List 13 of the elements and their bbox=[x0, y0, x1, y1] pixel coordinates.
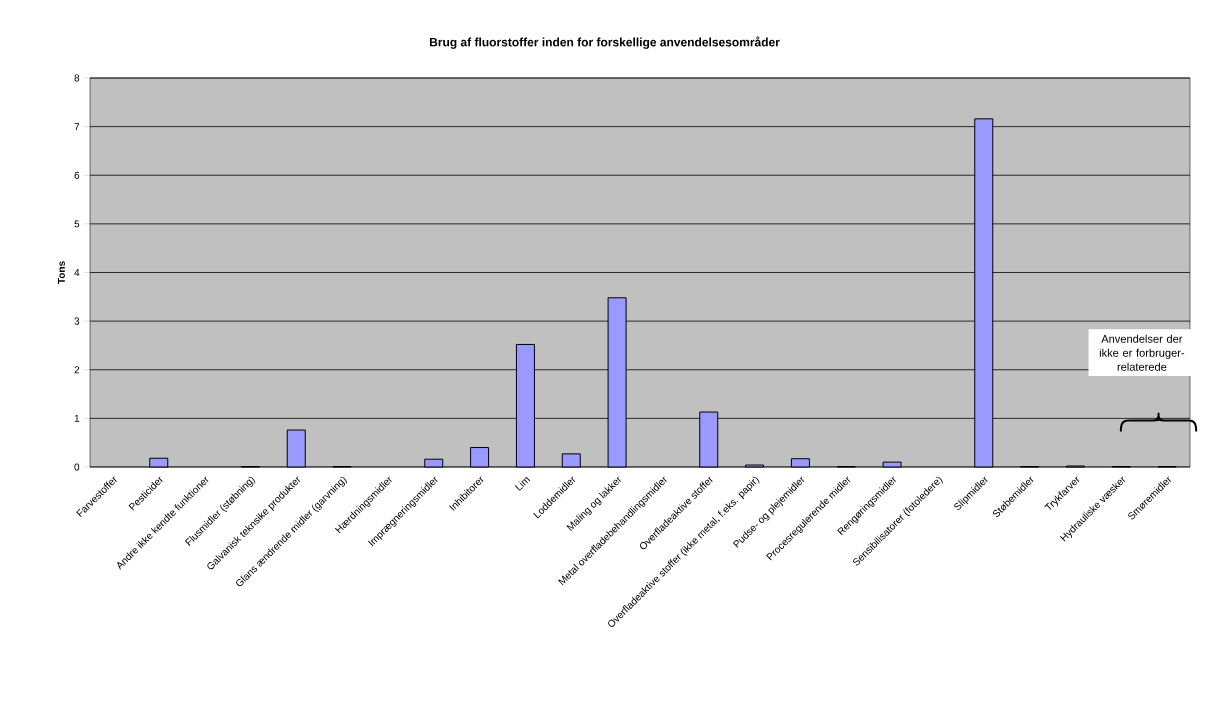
y-tick-label: 8 bbox=[74, 74, 80, 82]
y-axis-title: Tons bbox=[57, 261, 65, 284]
y-tick-label: 5 bbox=[74, 220, 80, 228]
chart-title: Brug af fluorstoffer inden for forskellige anvendelsesområder bbox=[429, 36, 780, 49]
y-tick-label: 4 bbox=[74, 269, 80, 276]
x-tick-label: Lim bbox=[514, 477, 531, 491]
annotation: Anvendelser der ikke er forbruger-relaterede bbox=[1099, 334, 1185, 371]
y-tick-label: 6 bbox=[74, 171, 80, 179]
y-tick-label: 7 bbox=[74, 123, 80, 131]
y-tick-label: 1 bbox=[74, 414, 80, 422]
y-tick-label: 2 bbox=[74, 366, 80, 374]
y-tick-label: 3 bbox=[74, 317, 80, 325]
y-tick-label: 0 bbox=[74, 463, 80, 471]
